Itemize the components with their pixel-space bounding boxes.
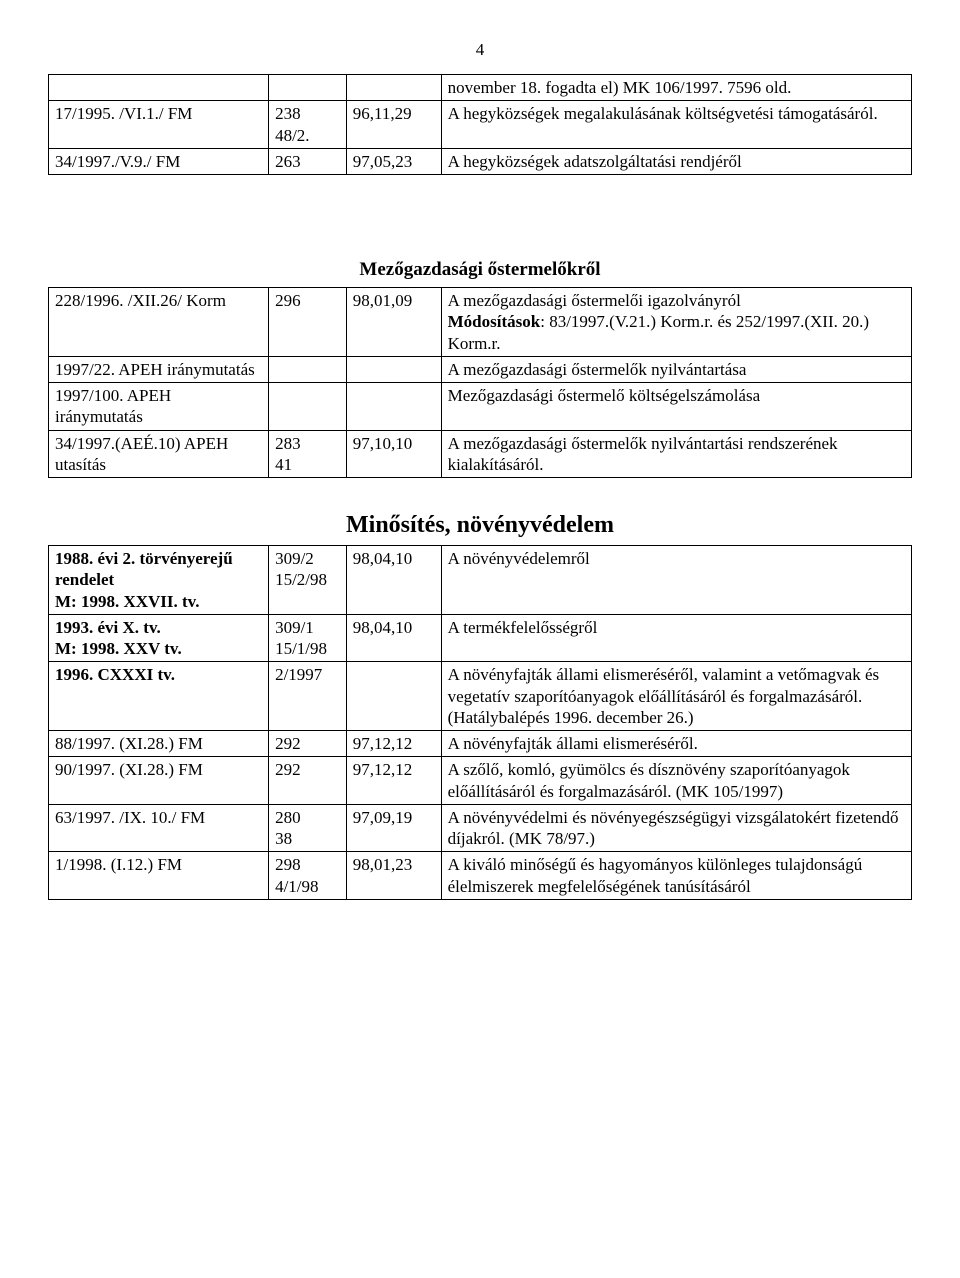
table-row: 1/1998. (I.12.) FM2984/1/9898,01,23A kiv… xyxy=(49,852,912,900)
table-cell: 17/1995. /VI.1./ FM xyxy=(49,101,269,149)
table-2: 228/1996. /XII.26/ Korm29698,01,09A mező… xyxy=(48,287,912,478)
table-cell xyxy=(346,662,441,731)
table-cell xyxy=(269,383,347,431)
table-cell: 309/115/1/98 xyxy=(269,614,347,662)
table-cell: 96,11,29 xyxy=(346,101,441,149)
table-cell: 292 xyxy=(269,731,347,757)
page-number: 4 xyxy=(48,40,912,60)
table-cell: 97,12,12 xyxy=(346,757,441,805)
table-cell: 98,01,23 xyxy=(346,852,441,900)
table-1: november 18. fogadta el) MK 106/1997. 75… xyxy=(48,74,912,175)
table-cell: A mezőgazdasági őstermelői igazolványról… xyxy=(441,288,911,357)
table-cell xyxy=(269,356,347,382)
table-cell: november 18. fogadta el) MK 106/1997. 75… xyxy=(441,75,911,101)
table-cell: A növényvédelemről xyxy=(441,546,911,615)
table-cell: 90/1997. (XI.28.) FM xyxy=(49,757,269,805)
table-cell: 97,10,10 xyxy=(346,430,441,478)
table-row: 17/1995. /VI.1./ FM23848/2.96,11,29A heg… xyxy=(49,101,912,149)
table-cell: 1997/100. APEH iránymutatás xyxy=(49,383,269,431)
table-cell: 98,04,10 xyxy=(346,546,441,615)
table-cell: A termékfelelősségről xyxy=(441,614,911,662)
table-cell: A hegyközségek adatszolgáltatási rendjér… xyxy=(441,148,911,174)
table-row: 228/1996. /XII.26/ Korm29698,01,09A mező… xyxy=(49,288,912,357)
table-row: 1988. évi 2. törvényerejű rendeletM: 199… xyxy=(49,546,912,615)
table-cell: 263 xyxy=(269,148,347,174)
table-cell: 97,12,12 xyxy=(346,731,441,757)
table-cell: 97,05,23 xyxy=(346,148,441,174)
table-cell: 88/1997. (XI.28.) FM xyxy=(49,731,269,757)
table-row: 34/1997.(AEÉ.10) APEH utasítás2834197,10… xyxy=(49,430,912,478)
table-cell: 1988. évi 2. törvényerejű rendeletM: 199… xyxy=(49,546,269,615)
table-row: 88/1997. (XI.28.) FM29297,12,12A növényf… xyxy=(49,731,912,757)
table-cell: 98,04,10 xyxy=(346,614,441,662)
table-cell: 2984/1/98 xyxy=(269,852,347,900)
table-cell: 28341 xyxy=(269,430,347,478)
table-cell: A növényvédelmi és növényegészségügyi vi… xyxy=(441,804,911,852)
table-cell: 1993. évi X. tv.M: 1998. XXV tv. xyxy=(49,614,269,662)
table-row: 1993. évi X. tv.M: 1998. XXV tv.309/115/… xyxy=(49,614,912,662)
table-cell: A mezőgazdasági őstermelők nyilvántartás… xyxy=(441,356,911,382)
table-row: 1996. CXXXI tv.2/1997 A növényfajták álla… xyxy=(49,662,912,731)
table-cell: 34/1997./V.9./ FM xyxy=(49,148,269,174)
table-cell: 63/1997. /IX. 10./ FM xyxy=(49,804,269,852)
section-title-1: Mezőgazdasági őstermelőkről xyxy=(48,259,912,281)
table-cell: 1/1998. (I.12.) FM xyxy=(49,852,269,900)
table-cell: A mezőgazdasági őstermelők nyilvántartás… xyxy=(441,430,911,478)
table-cell: 34/1997.(AEÉ.10) APEH utasítás xyxy=(49,430,269,478)
section-title-2: Minősítés, növényvédelem xyxy=(48,512,912,539)
table-cell: 296 xyxy=(269,288,347,357)
table-cell: 292 xyxy=(269,757,347,805)
table-cell: A hegyközségek megalakulásának költségve… xyxy=(441,101,911,149)
table-cell: 98,01,09 xyxy=(346,288,441,357)
table-cell xyxy=(346,383,441,431)
table-cell: 2/1997 xyxy=(269,662,347,731)
table-cell xyxy=(346,75,441,101)
table-cell: 23848/2. xyxy=(269,101,347,149)
table-cell: A növényfajták állami elismeréséről. xyxy=(441,731,911,757)
table-cell xyxy=(346,356,441,382)
table-cell: A kiváló minőségű és hagyományos különle… xyxy=(441,852,911,900)
table-cell xyxy=(269,75,347,101)
table-3: 1988. évi 2. törvényerejű rendeletM: 199… xyxy=(48,545,912,900)
table-cell: 97,09,19 xyxy=(346,804,441,852)
table-row: 90/1997. (XI.28.) FM29297,12,12A szőlő, … xyxy=(49,757,912,805)
table-row: 34/1997./V.9./ FM26397,05,23A hegyközség… xyxy=(49,148,912,174)
table-row: 63/1997. /IX. 10./ FM2803897,09,19A növé… xyxy=(49,804,912,852)
table-row: 1997/22. APEH iránymutatás A mezőgazdaság… xyxy=(49,356,912,382)
table-cell: 1997/22. APEH iránymutatás xyxy=(49,356,269,382)
table-cell: 228/1996. /XII.26/ Korm xyxy=(49,288,269,357)
table-cell: Mezőgazdasági őstermelő költségelszámolá… xyxy=(441,383,911,431)
table-cell xyxy=(49,75,269,101)
table-row: 1997/100. APEH iránymutatás Mezőgazdasági… xyxy=(49,383,912,431)
table-row: november 18. fogadta el) MK 106/1997. 75… xyxy=(49,75,912,101)
table-cell: 1996. CXXXI tv. xyxy=(49,662,269,731)
table-cell: 28038 xyxy=(269,804,347,852)
table-cell: A növényfajták állami elismeréséről, val… xyxy=(441,662,911,731)
table-cell: A szőlő, komló, gyümölcs és dísznövény s… xyxy=(441,757,911,805)
table-cell: 309/215/2/98 xyxy=(269,546,347,615)
